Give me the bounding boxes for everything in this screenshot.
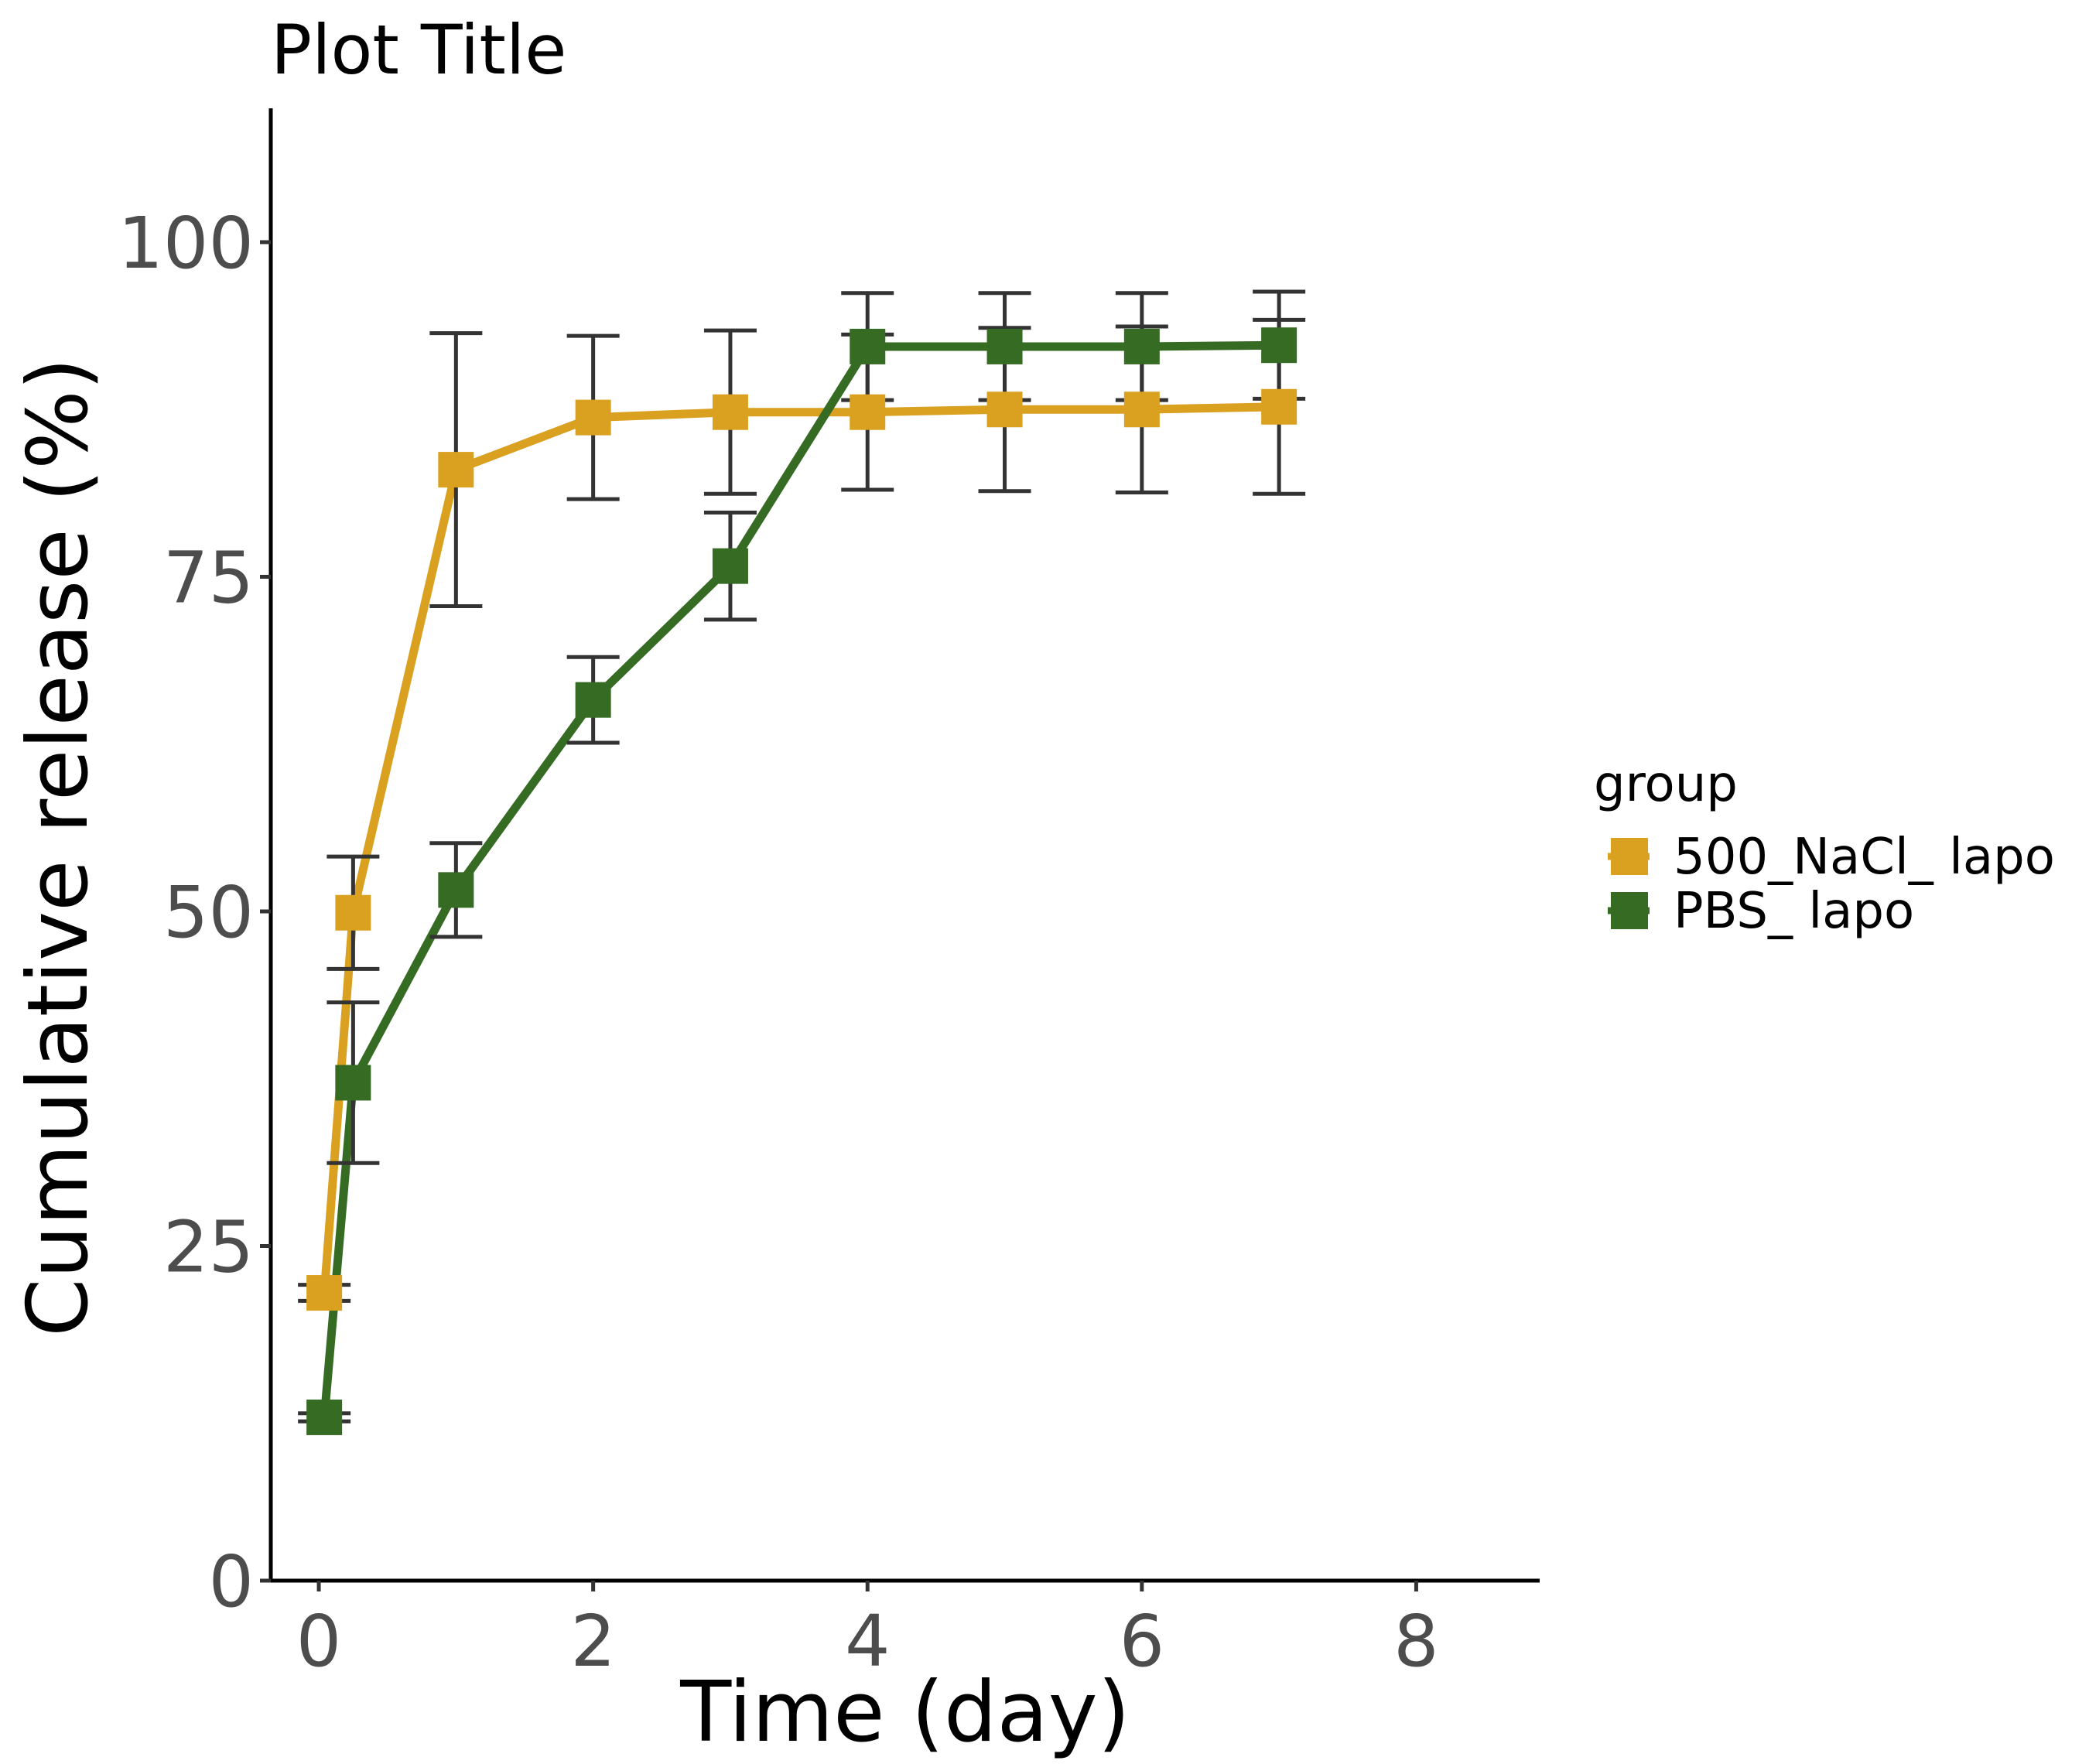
legend-item-1: PBS_ lapo [1608, 883, 1914, 940]
legend-label: PBS_ lapo [1674, 883, 1914, 940]
data-point-1 [1261, 327, 1298, 364]
data-point-1 [850, 328, 886, 364]
y-tick-label: 25 [163, 1206, 254, 1289]
data-point-0 [306, 1275, 343, 1311]
data-point-1 [335, 1065, 371, 1101]
legend-key-square [1611, 838, 1648, 875]
x-tick-label: 8 [1393, 1600, 1439, 1683]
y-tick-label: 75 [163, 537, 254, 620]
data-point-1 [306, 1399, 343, 1435]
data-point-0 [712, 394, 748, 430]
x-axis-ticks: 0 2 4 6 8 [296, 1581, 1439, 1683]
data-point-0 [575, 399, 611, 436]
legend-item-0: 500_NaCl_ lapo [1608, 829, 2055, 886]
data-point-1 [438, 872, 474, 908]
plot-area [298, 289, 1306, 1435]
x-tick-label: 0 [296, 1600, 342, 1683]
y-axis-ticks: 0 25 50 75 100 [118, 202, 271, 1623]
data-point-0 [850, 394, 886, 430]
y-tick-label: 100 [118, 202, 254, 285]
y-tick-label: 0 [208, 1540, 254, 1623]
series-points [306, 327, 1298, 1435]
data-point-0 [986, 391, 1023, 428]
chart-title: Plot Title [271, 10, 566, 90]
series-line-0 [320, 402, 1284, 1297]
x-tick-label: 4 [845, 1600, 891, 1683]
data-point-1 [712, 548, 748, 584]
data-point-0 [1261, 388, 1298, 425]
legend-label: 500_NaCl_ lapo [1674, 829, 2055, 886]
legend-title: group [1594, 756, 1738, 813]
y-tick-label: 50 [163, 871, 254, 954]
x-tick-label: 2 [570, 1600, 616, 1683]
data-point-0 [1123, 391, 1160, 428]
x-axis-title: Time (day) [679, 1664, 1130, 1761]
x-tick-label: 6 [1120, 1600, 1165, 1683]
data-point-1 [575, 682, 611, 718]
data-point-1 [986, 328, 1023, 364]
y-axis-title: Cumulative release (%) [10, 357, 107, 1337]
legend-key-square [1611, 892, 1648, 929]
data-point-0 [335, 894, 371, 931]
data-point-0 [438, 452, 474, 488]
data-point-1 [1123, 328, 1160, 364]
